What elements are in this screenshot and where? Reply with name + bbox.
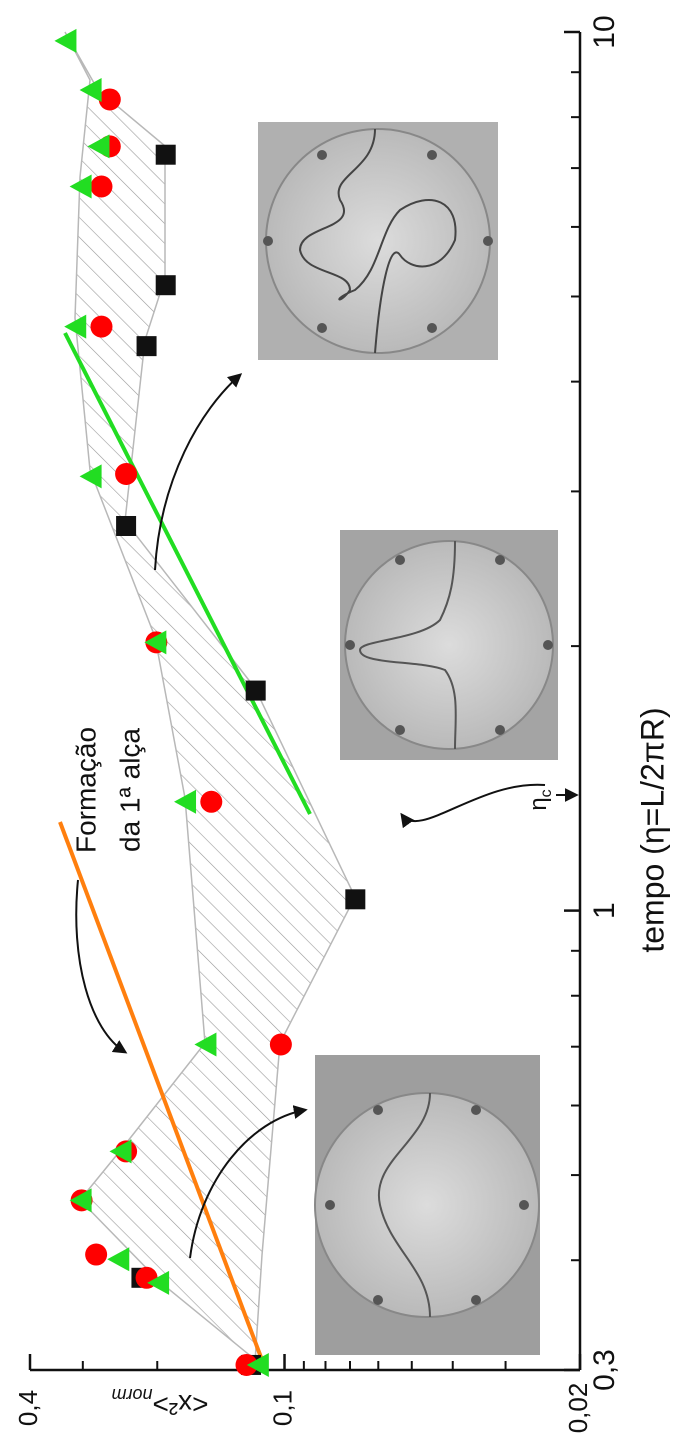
x-tick-label: 1 [588,902,621,919]
x-tick-label: 10 [588,15,621,48]
triangle-marker [79,464,102,489]
photo [258,122,498,360]
circle-marker [115,462,138,485]
photo [314,1055,540,1355]
circle-marker [235,1353,258,1376]
annotation: da 1ª alça [114,728,145,852]
y-tick-label: 0,4 [13,1390,43,1426]
eta-symbol: η [525,797,552,810]
triangle-marker [54,28,77,53]
y-axis-label-main: <x²> [152,1389,208,1420]
arrow [75,879,128,1054]
square-marker [155,144,176,165]
hatched-region [64,31,356,1363]
y-axis-label: <x²>norm [111,1385,208,1419]
triangle-marker [144,630,167,655]
circle-marker [269,1033,292,1056]
y-tick-label: 0,1 [267,1390,297,1426]
arrow [154,373,243,571]
triangle-marker [107,1247,130,1272]
circle-marker [90,175,113,198]
y-tick-label: 0,02 [563,1383,593,1434]
eta-label: ηc [525,789,555,810]
arrow [189,1105,308,1259]
square-marker [155,275,176,296]
triangle-marker [87,134,110,159]
triangle-marker [69,174,92,199]
triangle-marker [64,314,87,339]
x-tick-label: 0,3 [588,1349,621,1391]
plot [54,28,366,1377]
circle-marker [90,315,113,338]
circle-marker [98,88,121,111]
fit-line-orange [58,821,264,1361]
arrow [400,783,546,829]
circle-marker [200,790,223,813]
triangle-marker [79,77,102,102]
photo [340,530,558,760]
circle-marker [85,1243,108,1266]
fit-line-green [63,332,312,815]
x-axis-label: tempo (η=L/2πR) [634,707,670,952]
square-marker [136,336,157,357]
triangle-marker [69,1188,92,1213]
square-marker [245,680,266,701]
triangle-marker [147,1270,170,1295]
triangle-marker [109,1139,132,1164]
triangle-marker [174,789,197,814]
triangle-marker [246,1352,269,1377]
square-marker [116,515,137,536]
annotation: Formação [70,727,101,853]
square-marker [345,889,366,910]
eta-subscript: c [538,789,555,797]
y-axis-label-sub: norm [111,1385,152,1405]
triangle-marker [194,1032,217,1057]
